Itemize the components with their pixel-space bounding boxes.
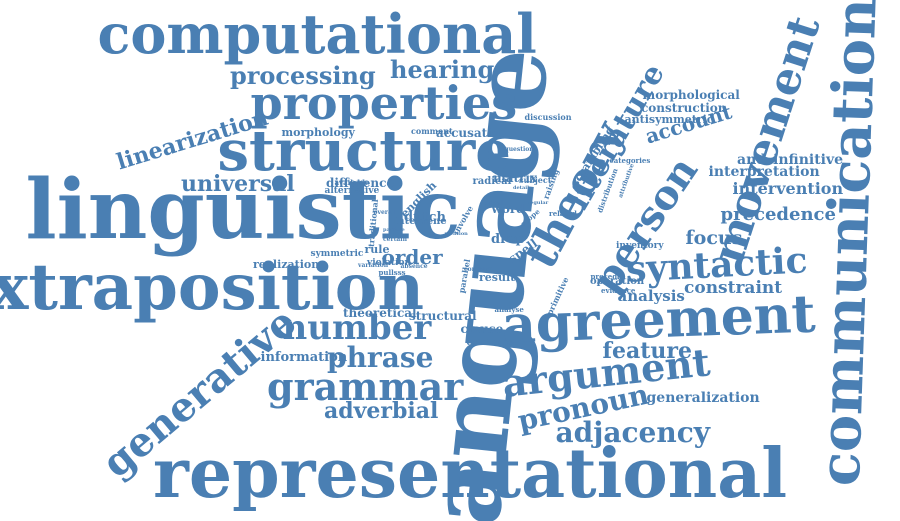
word-result: result: [479, 270, 516, 284]
word-analysis: analysis: [617, 286, 685, 305]
word-particle: particle: [383, 226, 405, 233]
word-analyse: analyse: [494, 304, 524, 314]
word-evidence: evidence: [601, 285, 636, 295]
word-communication: communication: [806, 0, 890, 488]
word-inventory: inventory: [616, 240, 664, 251]
word-computational: computational: [97, 2, 537, 66]
word-properties: properties: [250, 76, 518, 130]
word-theoretical: theoretical: [343, 306, 417, 320]
word-violation: violation: [367, 257, 412, 268]
word-precede: precede: [590, 271, 622, 281]
word-construction: construction: [641, 101, 727, 115]
word-universal: universal: [181, 171, 295, 197]
word-available: available: [334, 177, 370, 187]
word-representational: representational: [153, 434, 788, 514]
word-drop: drop: [491, 231, 525, 247]
word-rule: rule: [364, 242, 390, 256]
word-morphological: morphological: [642, 88, 740, 102]
word-hearing: hearing: [390, 55, 495, 84]
word-related: related: [549, 208, 577, 218]
word-clause: clause: [460, 322, 504, 336]
word-interpretation: interpretation: [708, 164, 820, 180]
word-morphology: morphology: [281, 125, 355, 139]
word-radical: radical: [472, 176, 512, 187]
word-overall: overall: [373, 209, 397, 216]
word-subject: subject: [519, 175, 552, 185]
word-feature: feature: [602, 338, 692, 364]
word-processing: processing: [230, 61, 376, 90]
word-contrast: contrast: [464, 266, 492, 273]
word-discussion: discussion: [524, 112, 572, 122]
word-attributive: attributive: [617, 162, 636, 199]
word-absence: absence: [400, 263, 428, 270]
word-information: information: [260, 349, 348, 365]
word-alternative: alternative: [324, 185, 380, 196]
word-constraint: constraint: [684, 277, 783, 298]
word-variation: variation: [358, 262, 389, 269]
word-regular: regular: [527, 199, 549, 206]
word-comment: comment: [411, 126, 453, 136]
word-grammar: grammar: [267, 364, 464, 409]
word-word: word: [491, 202, 525, 216]
word-difference: difference: [326, 176, 395, 190]
word-accusative: accusative: [436, 126, 507, 140]
word-lexical: lexical: [481, 200, 503, 207]
word-mention: mention: [444, 230, 468, 237]
word-extraposition: extraposition: [0, 250, 424, 325]
word-categories: categories: [609, 155, 651, 165]
word-structural: structural: [409, 309, 477, 323]
word-order: order: [381, 245, 443, 269]
word-precedence: precedence: [720, 204, 836, 225]
word-structure: structure: [217, 118, 511, 184]
word-certain: certain: [383, 236, 407, 243]
word-dutch: dutch: [404, 209, 446, 225]
word-matrix: matrix: [493, 171, 538, 185]
word-intervention: intervention: [732, 179, 844, 198]
word-focus: focus: [685, 226, 743, 249]
word-generalization: generalization: [646, 390, 760, 406]
word-operation: operation: [590, 276, 645, 287]
word-number: number: [282, 308, 432, 348]
word-realization: realization: [253, 257, 320, 271]
word-detail: detail: [513, 184, 530, 191]
word-phrase: phrase: [327, 341, 434, 374]
word-question: question: [504, 146, 534, 153]
word-symmetric: symmetric: [310, 248, 364, 259]
word-and-infinitive: and–infinitive: [737, 152, 844, 168]
word-existence: existence: [466, 337, 514, 348]
word-adverbial: adverbial: [324, 398, 439, 424]
word-pullsss: pullsss: [378, 267, 406, 277]
word-intervene: intervene: [393, 216, 447, 227]
word-antisymmetric: antisymmetric: [624, 112, 714, 126]
word-adjacency: adjacency: [555, 416, 711, 449]
word-linguistic: linguistic: [25, 162, 461, 258]
